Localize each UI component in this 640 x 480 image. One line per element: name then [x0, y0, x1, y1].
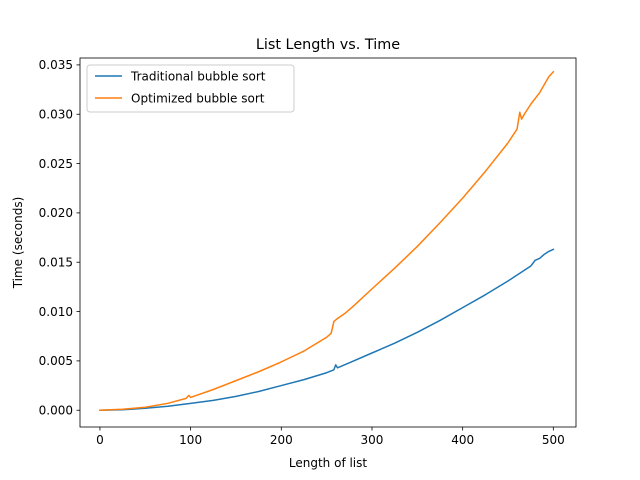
y-tick-label: 0.020 [39, 206, 73, 220]
legend: Traditional bubble sort Optimized bubble … [86, 64, 295, 113]
x-tick-label: 200 [270, 433, 293, 447]
y-tick-label: 0.010 [39, 305, 73, 319]
x-axis-label: Length of list [289, 456, 368, 470]
legend-items: Traditional bubble sort Optimized bubble … [95, 69, 266, 105]
y-tick-label: 0.030 [39, 108, 73, 122]
y-tick-label: 0.015 [39, 256, 73, 270]
series-layer [99, 70, 555, 412]
series-line-1 [99, 248, 555, 411]
axes-frame [79, 57, 577, 428]
y-tick-label: 0.025 [39, 157, 73, 171]
x-axis-ticks: 0 100 200 300 400 500 [96, 427, 565, 447]
legend-label-2: Optimized bubble sort [131, 91, 265, 105]
legend-box [86, 64, 295, 113]
chart-title: List Length vs. Time [256, 37, 400, 53]
y-axis-label: Time (seconds) [11, 197, 25, 290]
y-axis-ticks: 0.000 0.005 0.010 0.015 0.020 0.025 0.030 0.035 [39, 58, 80, 418]
plot-area [79, 57, 577, 428]
series-line-2 [99, 70, 555, 412]
y-tick-label: 0.035 [39, 58, 73, 72]
legend-label-1: Traditional bubble sort [130, 69, 266, 83]
x-tick-label: 100 [179, 433, 202, 447]
y-tick-label: 0.000 [39, 404, 73, 418]
x-tick-label: 400 [451, 433, 474, 447]
x-tick-label: 500 [542, 433, 565, 447]
y-tick-label: 0.005 [39, 354, 73, 368]
x-tick-label: 0 [96, 433, 104, 447]
x-tick-label: 300 [361, 433, 384, 447]
